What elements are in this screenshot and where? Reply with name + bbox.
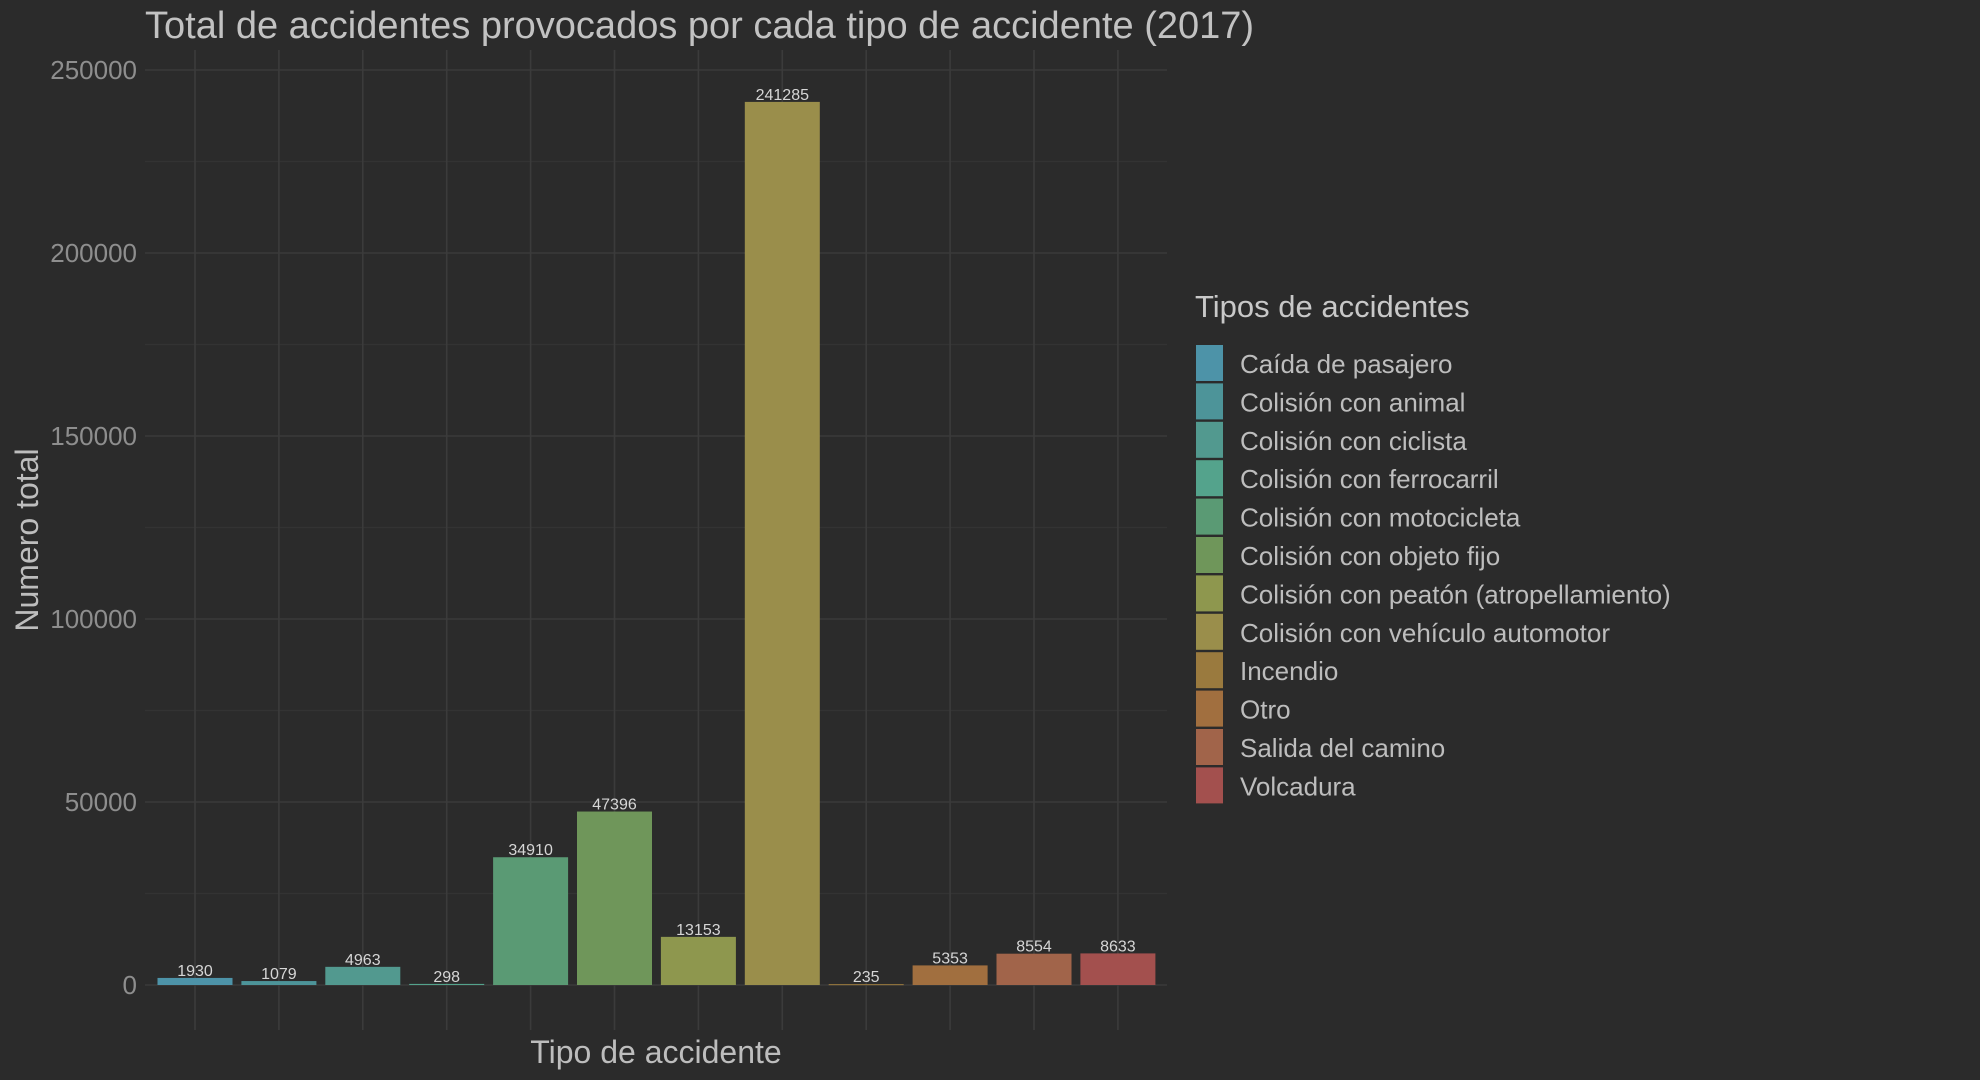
bar bbox=[577, 811, 652, 985]
legend-label: Colisión con objeto fijo bbox=[1240, 541, 1500, 571]
legend-label: Caída de pasajero bbox=[1240, 349, 1452, 379]
bar bbox=[241, 981, 317, 985]
bar-value-label: 47396 bbox=[592, 797, 637, 814]
bar-value-label: 13153 bbox=[676, 922, 721, 939]
bar-value-label: 241285 bbox=[756, 87, 809, 104]
legend-key bbox=[1196, 537, 1223, 573]
chart-title: Total de accidentes provocados por cada … bbox=[145, 5, 1254, 47]
legend-key bbox=[1196, 690, 1223, 727]
legend-key bbox=[1196, 652, 1223, 689]
y-tick-label: 50000 bbox=[65, 787, 137, 817]
bar-value-labels: 1930 1079 4963 298 34910 47396 13153 241285 235 5… bbox=[177, 87, 1136, 986]
y-axis-ticks: 0 50000 100000 150000 200000 250000 bbox=[50, 55, 137, 1000]
legend-key bbox=[1196, 767, 1223, 804]
legend-title: Tipos de accidentes bbox=[1195, 289, 1470, 324]
x-axis-title: Tipo de accidente bbox=[530, 1034, 781, 1070]
legend-key bbox=[1196, 421, 1223, 458]
bar bbox=[325, 966, 401, 985]
bar-value-label: 1930 bbox=[177, 963, 213, 980]
bar bbox=[828, 984, 904, 986]
grid-lines bbox=[145, 50, 1167, 1030]
legend-label: Otro bbox=[1240, 695, 1291, 725]
bar bbox=[744, 101, 820, 985]
bar-value-label: 235 bbox=[853, 969, 880, 986]
legend-key bbox=[1196, 345, 1223, 381]
bar bbox=[493, 857, 569, 985]
legend-key bbox=[1196, 613, 1223, 650]
legend-label: Volcadura bbox=[1240, 771, 1356, 801]
legend: Caída de pasajero Colisión con animal Coli… bbox=[1196, 345, 1671, 804]
legend-key bbox=[1196, 575, 1223, 612]
legend-label: Colisión con animal bbox=[1240, 387, 1465, 417]
legend-label: Salida del camino bbox=[1240, 733, 1445, 763]
y-tick-label: 0 bbox=[123, 970, 137, 1000]
bar-value-label: 1079 bbox=[261, 966, 297, 983]
legend-key bbox=[1196, 383, 1223, 420]
bar-value-label: 8633 bbox=[1100, 938, 1136, 955]
legend-key bbox=[1196, 498, 1223, 535]
legend-label: Colisión con motocicleta bbox=[1240, 503, 1521, 533]
legend-label: Colisión con ciclista bbox=[1240, 426, 1467, 456]
bar bbox=[1080, 953, 1156, 985]
bar-value-label: 5353 bbox=[932, 950, 968, 967]
bar-value-label: 34910 bbox=[508, 842, 553, 859]
bar bbox=[157, 977, 233, 985]
y-tick-label: 200000 bbox=[50, 238, 137, 268]
bar-value-label: 8554 bbox=[1016, 939, 1052, 956]
legend-label: Incendio bbox=[1240, 656, 1338, 686]
bar bbox=[660, 936, 736, 985]
legend-label: Colisión con vehículo automotor bbox=[1240, 618, 1610, 648]
y-tick-label: 100000 bbox=[50, 604, 137, 634]
y-axis-title: Numero total bbox=[9, 448, 45, 631]
y-tick-label: 250000 bbox=[50, 55, 137, 85]
y-tick-label: 150000 bbox=[50, 421, 137, 451]
legend-key bbox=[1196, 729, 1223, 765]
bar-value-label: 298 bbox=[433, 969, 460, 986]
bar bbox=[409, 983, 485, 985]
bar bbox=[996, 953, 1072, 985]
legend-label: Colisión con ferrocarril bbox=[1240, 464, 1499, 494]
legend-key bbox=[1196, 460, 1223, 497]
bar-value-label: 4963 bbox=[345, 952, 381, 969]
bar bbox=[912, 965, 988, 985]
bars bbox=[157, 101, 1156, 986]
legend-label: Colisión con peatón (atropellamiento) bbox=[1240, 579, 1671, 609]
